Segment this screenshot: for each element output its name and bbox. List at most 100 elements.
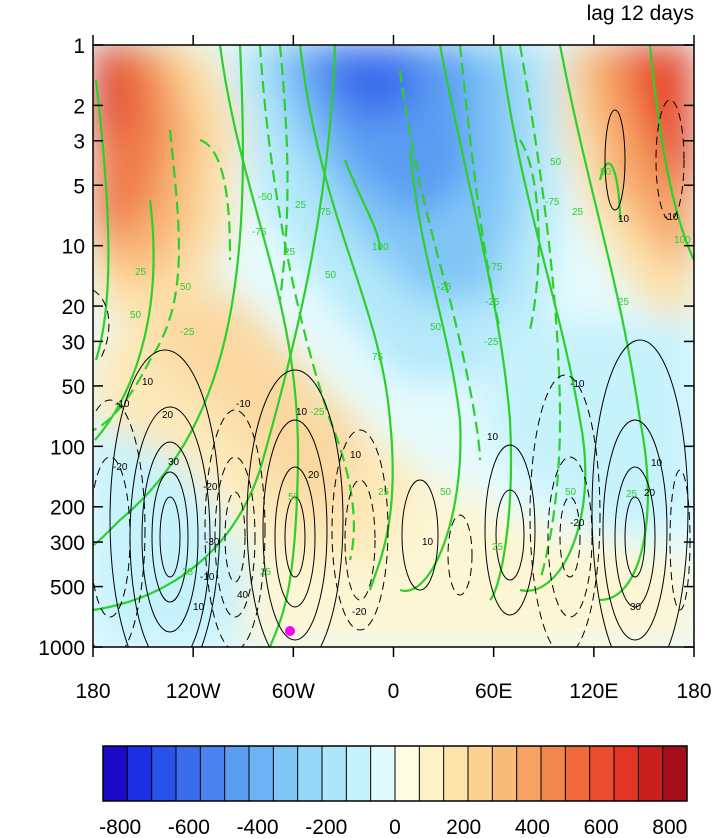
green-label: 50: [180, 282, 192, 293]
colorbar-labels: -800 -600 -400 -200 0 200 400 600 800: [99, 816, 687, 838]
green-label: -50: [258, 192, 273, 203]
green-label: -25: [180, 327, 195, 338]
black-label: -10: [570, 379, 585, 390]
x-tick-label: 60W: [272, 680, 315, 703]
x-axis: 180 120W 60W 0 60E 120E 180: [75, 35, 712, 703]
colorbar-swatch: [200, 746, 225, 801]
colorbar-tick-label: -400: [237, 816, 279, 838]
location-marker: [285, 626, 295, 636]
x-tick-label: 0: [388, 680, 400, 703]
green-dashed-contours: [93, 45, 562, 581]
colorbar-swatch: [273, 746, 298, 801]
y-tick-label: 30: [62, 331, 85, 354]
green-label: 100: [674, 235, 691, 246]
black-label: 20: [644, 488, 656, 499]
green-label: 50: [565, 487, 577, 498]
y-tick-label: 1000: [38, 637, 85, 660]
green-label: 50: [550, 157, 562, 168]
colorbar-swatch: [370, 746, 396, 801]
colorbar-swatch: [614, 746, 639, 801]
green-label: 50: [430, 322, 442, 333]
y-axis: 1 2 3 5 10 20 30 50 100 200 300 500 1000: [38, 35, 694, 660]
colorbar-tick-label: -600: [168, 816, 210, 838]
green-label: -25: [310, 407, 325, 418]
colorbar-swatch: [419, 746, 444, 801]
black-label: 20: [162, 410, 174, 421]
contour-labels: -50 25 75 100 50 25 50 50 -25 -75 25 -25…: [113, 157, 691, 618]
green-label: -25: [437, 282, 452, 293]
colorbar-swatch: [395, 746, 420, 801]
black-label: 20: [308, 470, 320, 481]
y-tick-label: 20: [62, 296, 85, 319]
colorbar-tick-label: 0: [389, 816, 401, 838]
green-label: -75: [545, 197, 560, 208]
y-tick-label: 2: [73, 95, 85, 118]
green-label: 50: [440, 487, 452, 498]
black-label: -10: [236, 399, 251, 410]
y-tick-label: 50: [62, 376, 85, 399]
colorbar-swatch: [103, 746, 128, 801]
colorbar-swatch: [662, 746, 688, 801]
colorbar: [102, 745, 688, 802]
green-label: -25: [485, 297, 500, 308]
black-label: 10: [651, 458, 663, 469]
green-label: -75: [252, 227, 267, 238]
colorbar-swatch: [492, 746, 517, 801]
colorbar-tick-label: 800: [652, 816, 687, 838]
green-label: 50: [600, 167, 612, 178]
green-label: 25: [284, 247, 296, 258]
colorbar-tick-label: 400: [515, 816, 550, 838]
colorbar-tick-label: 200: [446, 816, 481, 838]
x-tick-label: 120E: [569, 680, 618, 703]
black-contours: [109, 109, 689, 647]
y-tick-label: 500: [50, 577, 85, 600]
colorbar-swatch: [589, 746, 615, 801]
colorbar-tick-label: -800: [99, 816, 141, 838]
black-label: -10: [664, 212, 679, 223]
y-tick-label: 5: [73, 175, 85, 198]
green-label: 50: [130, 310, 142, 321]
y-tick-label: 1: [73, 35, 85, 58]
green-label: 25: [618, 297, 630, 308]
colorbar-swatch: [322, 746, 347, 801]
colorbar-swatch: [638, 746, 663, 801]
green-label: 50: [288, 492, 300, 503]
shaded-field: [93, 45, 694, 647]
colorbar-tick-label: -200: [305, 816, 347, 838]
green-label: 25: [182, 567, 194, 578]
y-tick-label: 3: [73, 131, 85, 154]
colorbar-swatch: [224, 746, 250, 801]
colorbar-swatch: [346, 746, 371, 801]
green-label: -75: [488, 262, 503, 273]
y-tick-label: 100: [50, 436, 85, 459]
colorbar-swatch: [127, 746, 152, 801]
green-label: 25: [378, 487, 390, 498]
green-label: 75: [372, 352, 384, 363]
black-dashed-contours: [93, 99, 691, 647]
colorbar-tick-label: 600: [584, 816, 619, 838]
colorbar-swatch: [516, 746, 542, 801]
y-tick-label: 300: [50, 532, 85, 555]
black-label: 30: [630, 602, 642, 613]
colorbar-swatch: [249, 746, 274, 801]
colorbar-swatch: [443, 746, 469, 801]
black-label: 10: [142, 377, 154, 388]
green-label: 25: [572, 207, 584, 218]
green-label: -25: [484, 337, 499, 348]
x-tick-label: 180: [676, 680, 711, 703]
y-tick-label: 10: [62, 236, 85, 259]
green-label: 25: [626, 489, 638, 500]
colorbar-swatch: [468, 746, 493, 801]
x-tick-label: 60E: [475, 680, 512, 703]
black-label: 10: [422, 537, 434, 548]
x-tick-label: 180: [75, 680, 110, 703]
colorbar-swatch: [151, 746, 177, 801]
black-label: -30: [205, 537, 220, 548]
y-tick-label: 200: [50, 497, 85, 520]
colorbar-swatch: [297, 746, 323, 801]
black-label: 10: [350, 450, 362, 461]
colorbar-frame: [102, 745, 688, 802]
green-contours: [93, 45, 694, 647]
green-label: 25: [260, 567, 272, 578]
